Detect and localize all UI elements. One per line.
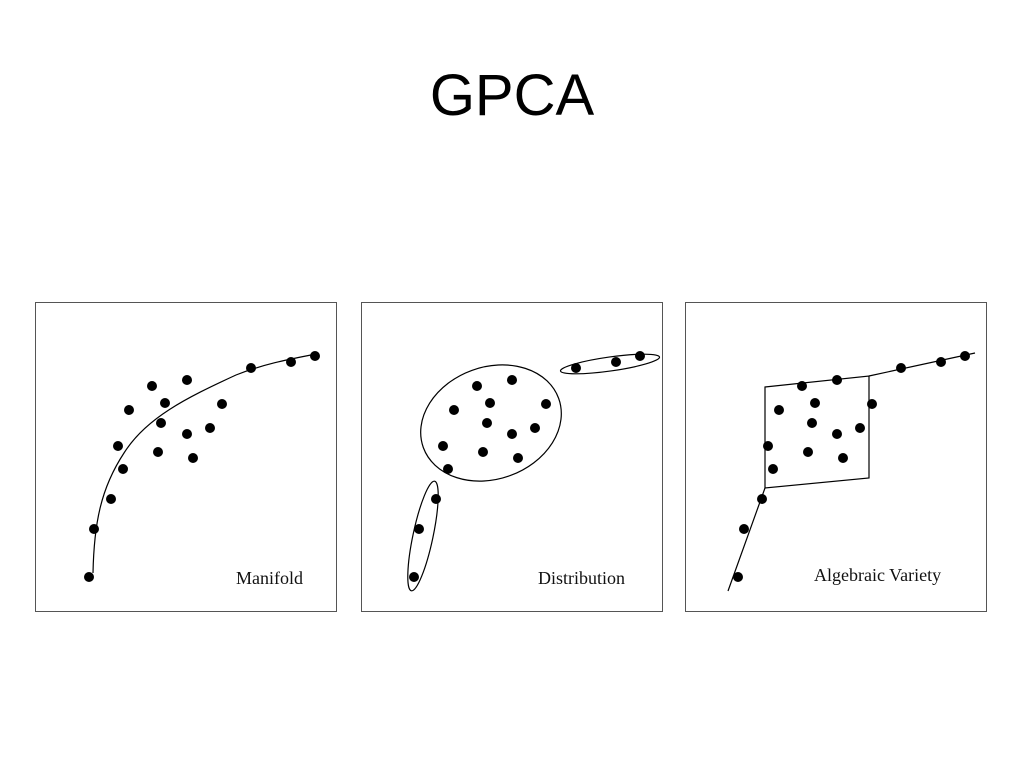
data-point: [414, 524, 424, 534]
data-point: [409, 572, 419, 582]
data-point: [763, 441, 773, 451]
data-point: [246, 363, 256, 373]
data-point: [832, 429, 842, 439]
distribution-diagram: [407, 351, 661, 592]
data-point: [182, 375, 192, 385]
data-point: [431, 494, 441, 504]
data-point: [855, 423, 865, 433]
data-point: [757, 494, 767, 504]
panel-algebraic-variety: Algebraic Variety: [685, 302, 987, 612]
cluster-ellipse-large: [420, 364, 562, 482]
data-point: [571, 363, 581, 373]
manifold-diagram: [84, 351, 320, 582]
slide-title: GPCA: [429, 63, 595, 128]
data-point: [124, 405, 134, 415]
cluster-ellipse-thin: [407, 480, 439, 592]
data-point: [541, 399, 551, 409]
data-point: [810, 398, 820, 408]
data-point: [449, 405, 459, 415]
panel-manifold: Manifold: [35, 302, 337, 612]
data-point: [160, 398, 170, 408]
data-point: [896, 363, 906, 373]
data-point: [797, 381, 807, 391]
data-point: [217, 399, 227, 409]
data-point: [832, 375, 842, 385]
data-point: [768, 464, 778, 474]
panel-label-manifold: Manifold: [236, 568, 303, 588]
data-point: [153, 447, 163, 457]
cluster-ellipse-small: [559, 353, 661, 375]
data-point: [507, 375, 517, 385]
data-point: [147, 381, 157, 391]
algebraic-variety-diagram: [727, 351, 976, 592]
data-point: [838, 453, 848, 463]
data-point: [106, 494, 116, 504]
panel-label-algebraic-variety: Algebraic Variety: [814, 565, 942, 585]
data-point: [438, 441, 448, 451]
data-point: [482, 418, 492, 428]
data-point: [635, 351, 645, 361]
data-point: [513, 453, 523, 463]
panel-distribution: Distribution: [361, 302, 663, 612]
variety-plane: [764, 375, 870, 489]
data-point: [774, 405, 784, 415]
data-point: [286, 357, 296, 367]
variety-line-upper: [868, 352, 976, 377]
data-point: [530, 423, 540, 433]
data-point: [867, 399, 877, 409]
data-point: [733, 572, 743, 582]
data-point: [936, 357, 946, 367]
data-point: [84, 572, 94, 582]
data-point: [156, 418, 166, 428]
data-point: [113, 441, 123, 451]
data-point: [478, 447, 488, 457]
data-point: [739, 524, 749, 534]
data-point: [472, 381, 482, 391]
manifold-curve: [92, 353, 317, 574]
panel-label-distribution: Distribution: [538, 568, 626, 588]
data-point: [485, 398, 495, 408]
data-point: [960, 351, 970, 361]
data-point: [807, 418, 817, 428]
data-point: [118, 464, 128, 474]
data-point: [205, 423, 215, 433]
data-point: [89, 524, 99, 534]
data-point: [803, 447, 813, 457]
data-point: [310, 351, 320, 361]
data-point: [611, 357, 621, 367]
data-point: [182, 429, 192, 439]
data-point: [188, 453, 198, 463]
data-point: [443, 464, 453, 474]
data-point: [507, 429, 517, 439]
